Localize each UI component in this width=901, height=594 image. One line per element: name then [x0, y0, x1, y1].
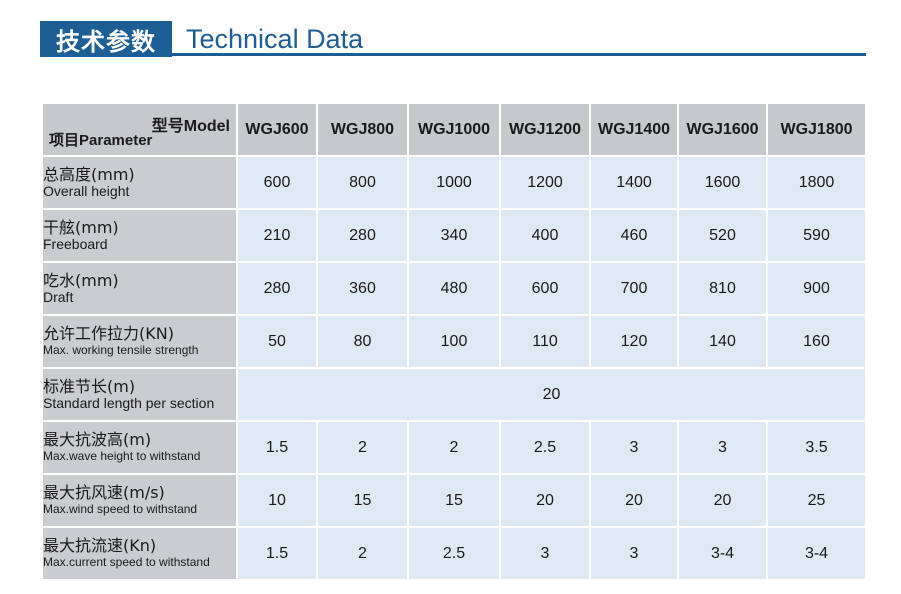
table-cell: 3-4 — [679, 528, 766, 579]
table-row-freeboard: 干舷(mm) Freeboard 210 280 340 400 460 520 … — [43, 210, 865, 261]
table-cell: 2.5 — [409, 528, 499, 579]
table-cell: 3 — [679, 422, 766, 473]
model-header: WGJ1000 — [409, 104, 499, 155]
table-cell: 800 — [318, 157, 407, 208]
table-cell: 3 — [591, 422, 677, 473]
table-cell: 280 — [238, 263, 316, 314]
table-cell: 280 — [318, 210, 407, 261]
table-cell: 20 — [591, 475, 677, 526]
table-row-standard-length: 标准节长(m) Standard length per section 20 — [43, 369, 865, 420]
section-title-english: Technical Data — [186, 24, 364, 54]
technical-data-table: 型号Model 项目Parameter WGJ600 WGJ800 WGJ100… — [41, 102, 867, 581]
header-underline — [40, 53, 866, 56]
section-header: 技术参数 Technical Data — [40, 21, 866, 57]
table-row-current-speed: 最大抗流速(Kn) Max.current speed to withstand … — [43, 528, 865, 579]
table-cell: 160 — [768, 316, 865, 367]
table-cell: 360 — [318, 263, 407, 314]
table-cell: 10 — [238, 475, 316, 526]
table-cell: 1600 — [679, 157, 766, 208]
merged-table-cell: 20 — [238, 369, 865, 420]
row-label: 干舷(mm) Freeboard — [43, 210, 236, 261]
table-cell: 3.5 — [768, 422, 865, 473]
table-cell: 520 — [679, 210, 766, 261]
table-cell: 50 — [238, 316, 316, 367]
model-header: WGJ600 — [238, 104, 316, 155]
table-cell: 460 — [591, 210, 677, 261]
row-label: 吃水(mm) Draft — [43, 263, 236, 314]
table-cell: 600 — [238, 157, 316, 208]
table-cell: 120 — [591, 316, 677, 367]
table-row-wave-height: 最大抗波高(m) Max.wave height to withstand 1.5… — [43, 422, 865, 473]
table-row-overall-height: 总高度(mm) Overall height 600 800 1000 1200 … — [43, 157, 865, 208]
table-cell: 400 — [501, 210, 589, 261]
table-cell: 1800 — [768, 157, 865, 208]
table-cell: 1.5 — [238, 528, 316, 579]
table-cell: 20 — [679, 475, 766, 526]
table-cell: 110 — [501, 316, 589, 367]
table-cell: 3 — [591, 528, 677, 579]
section-title-chinese: 技术参数 — [40, 21, 172, 57]
model-header: WGJ1600 — [679, 104, 766, 155]
table-header-row: 型号Model 项目Parameter WGJ600 WGJ800 WGJ100… — [43, 104, 865, 155]
row-label: 允许工作拉力(KN) Max. working tensile strength — [43, 316, 236, 367]
table-cell: 3 — [501, 528, 589, 579]
table-cell: 600 — [501, 263, 589, 314]
table-cell: 1.5 — [238, 422, 316, 473]
row-label: 最大抗风速(m/s) Max.wind speed to withstand — [43, 475, 236, 526]
model-header: WGJ800 — [318, 104, 407, 155]
table-cell: 900 — [768, 263, 865, 314]
table-row-tensile-strength: 允许工作拉力(KN) Max. working tensile strength … — [43, 316, 865, 367]
table-cell: 3-4 — [768, 528, 865, 579]
table-cell: 15 — [318, 475, 407, 526]
table-cell: 700 — [591, 263, 677, 314]
table-cell: 210 — [238, 210, 316, 261]
table-cell: 480 — [409, 263, 499, 314]
row-label: 总高度(mm) Overall height — [43, 157, 236, 208]
table-cell: 140 — [679, 316, 766, 367]
corner-header-cell: 型号Model 项目Parameter — [43, 104, 236, 155]
table-row-draft: 吃水(mm) Draft 280 360 480 600 700 810 900 — [43, 263, 865, 314]
table-cell: 100 — [409, 316, 499, 367]
table-cell: 80 — [318, 316, 407, 367]
table-cell: 15 — [409, 475, 499, 526]
table-cell: 340 — [409, 210, 499, 261]
table-cell: 2 — [318, 422, 407, 473]
table-cell: 1400 — [591, 157, 677, 208]
table-cell: 2 — [318, 528, 407, 579]
table-cell: 20 — [501, 475, 589, 526]
table-cell: 1000 — [409, 157, 499, 208]
table-cell: 590 — [768, 210, 865, 261]
table-cell: 2 — [409, 422, 499, 473]
table-row-wind-speed: 最大抗风速(m/s) Max.wind speed to withstand 10… — [43, 475, 865, 526]
table-cell: 1200 — [501, 157, 589, 208]
row-label: 标准节长(m) Standard length per section — [43, 369, 236, 420]
table-cell: 25 — [768, 475, 865, 526]
model-header: WGJ1800 — [768, 104, 865, 155]
corner-model-label: 型号Model — [151, 116, 230, 135]
model-header: WGJ1200 — [501, 104, 589, 155]
corner-parameter-label: 项目Parameter — [49, 131, 153, 149]
table-cell: 810 — [679, 263, 766, 314]
table-cell: 2.5 — [501, 422, 589, 473]
row-label: 最大抗流速(Kn) Max.current speed to withstand — [43, 528, 236, 579]
row-label: 最大抗波高(m) Max.wave height to withstand — [43, 422, 236, 473]
model-header: WGJ1400 — [591, 104, 677, 155]
